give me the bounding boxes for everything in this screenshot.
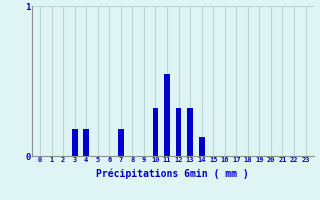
Bar bbox=[153, 108, 158, 156]
Bar bbox=[118, 129, 124, 156]
Bar bbox=[72, 129, 77, 156]
X-axis label: Précipitations 6min ( mm ): Précipitations 6min ( mm ) bbox=[96, 169, 249, 179]
Bar bbox=[176, 108, 181, 156]
Bar bbox=[83, 129, 89, 156]
Bar bbox=[199, 137, 204, 156]
Bar bbox=[187, 108, 193, 156]
Bar bbox=[164, 73, 170, 156]
